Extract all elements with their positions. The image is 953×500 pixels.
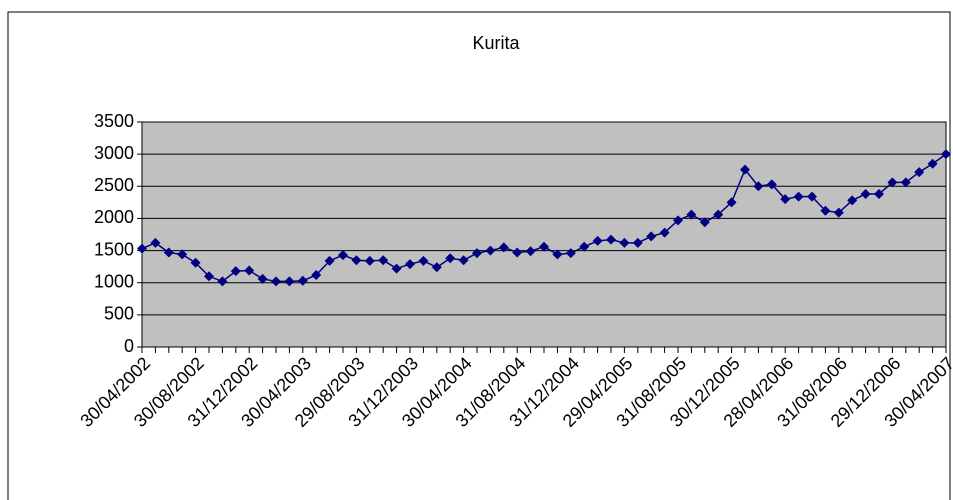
data-point xyxy=(565,248,576,259)
data-point xyxy=(606,234,616,245)
data-point xyxy=(619,237,630,248)
data-point xyxy=(405,259,415,270)
data-point xyxy=(659,227,670,238)
data-point xyxy=(552,249,563,260)
data-point xyxy=(297,275,308,286)
data-point xyxy=(887,177,898,188)
data-point xyxy=(900,177,911,188)
data-point xyxy=(592,235,603,246)
data-point xyxy=(512,247,523,258)
data-point xyxy=(914,167,925,178)
data-point xyxy=(807,191,817,202)
data-point xyxy=(847,195,858,206)
data-point xyxy=(539,241,549,252)
data-point xyxy=(163,247,174,258)
data-point xyxy=(150,237,161,248)
y-tick-label: 0 xyxy=(124,336,134,356)
data-point xyxy=(874,189,884,199)
data-point xyxy=(525,246,536,257)
data-point xyxy=(338,250,348,261)
data-point xyxy=(766,179,777,190)
y-tick-label: 1000 xyxy=(94,271,134,291)
chart-title: Kurita xyxy=(472,33,520,53)
plot-area xyxy=(141,121,947,348)
data-point xyxy=(833,207,844,218)
data-point xyxy=(632,237,643,248)
y-tick-label: 1500 xyxy=(94,239,134,259)
y-tick-label: 2000 xyxy=(94,207,134,227)
data-point xyxy=(391,263,402,274)
data-point xyxy=(271,276,281,287)
data-point xyxy=(485,245,496,256)
data-point xyxy=(927,158,938,169)
data-point xyxy=(364,255,375,266)
data-point xyxy=(137,243,147,254)
data-point xyxy=(699,217,710,228)
data-point xyxy=(740,164,750,175)
data-point xyxy=(284,276,295,287)
data-point xyxy=(686,209,697,220)
data-point xyxy=(713,209,724,220)
data-point xyxy=(458,255,469,266)
data-point xyxy=(472,248,482,259)
data-point xyxy=(217,276,228,287)
data-point xyxy=(257,273,268,284)
data-point xyxy=(726,197,737,208)
data-point xyxy=(418,255,429,266)
data-point xyxy=(498,242,509,253)
data-point xyxy=(753,181,764,192)
data-point xyxy=(378,255,389,266)
y-tick-label: 2500 xyxy=(94,175,134,195)
y-tick-label: 500 xyxy=(104,304,134,324)
data-point xyxy=(646,231,657,242)
data-point xyxy=(204,271,214,282)
data-point xyxy=(445,253,456,264)
y-tick-label: 3500 xyxy=(94,111,134,131)
data-point xyxy=(311,270,322,280)
data-point xyxy=(177,249,188,260)
data-point xyxy=(431,262,442,273)
data-point xyxy=(244,265,255,276)
data-point xyxy=(579,241,590,252)
data-point xyxy=(673,215,683,226)
y-tick-label: 3000 xyxy=(94,143,134,163)
data-point xyxy=(324,255,335,266)
data-point xyxy=(230,266,241,277)
data-point xyxy=(190,257,201,268)
data-point xyxy=(820,205,831,216)
data-point xyxy=(780,194,791,205)
data-point xyxy=(793,191,804,202)
data-point xyxy=(351,255,362,266)
data-point xyxy=(860,189,871,199)
data-point xyxy=(941,149,951,160)
